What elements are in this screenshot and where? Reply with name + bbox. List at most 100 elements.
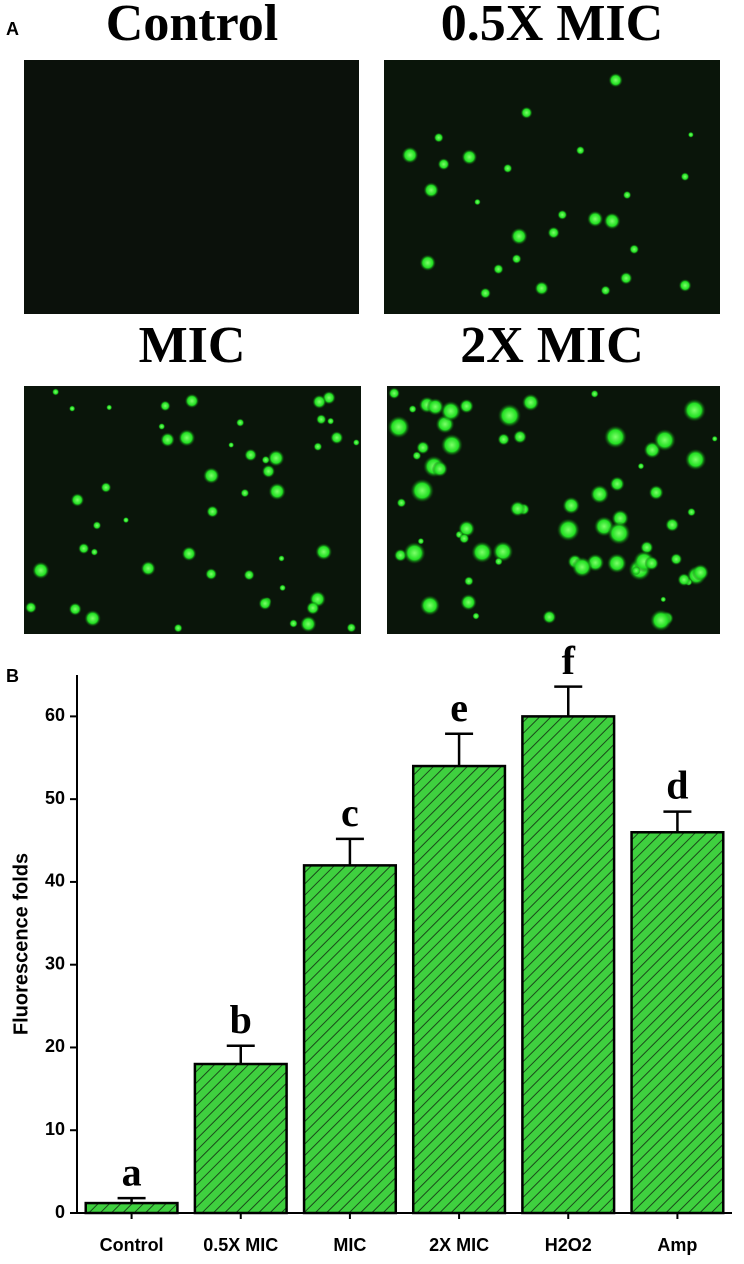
cell	[648, 485, 664, 501]
image-title: Control	[106, 0, 278, 52]
cell	[416, 440, 430, 455]
cell	[590, 389, 599, 398]
cell	[78, 542, 90, 555]
cell	[479, 287, 491, 299]
cell	[459, 398, 474, 414]
cell	[603, 425, 627, 449]
cell	[521, 393, 540, 412]
cell	[509, 500, 526, 517]
cell	[410, 478, 435, 503]
cell	[258, 596, 272, 611]
cell	[419, 595, 441, 616]
cell	[84, 609, 102, 627]
bar	[521, 715, 616, 1215]
cell	[461, 149, 478, 165]
cell	[603, 212, 621, 230]
cell	[178, 429, 196, 447]
cell	[228, 441, 235, 449]
cell	[542, 610, 557, 624]
y-tick-label: 50	[45, 788, 65, 808]
cell	[431, 460, 448, 478]
cell	[619, 271, 633, 285]
cell	[423, 182, 440, 198]
y-tick-label: 40	[45, 871, 65, 891]
cell	[606, 553, 627, 574]
cell	[100, 482, 112, 493]
cell	[534, 281, 549, 296]
cell	[24, 601, 37, 614]
y-tick-label: 20	[45, 1036, 65, 1056]
cell	[181, 546, 197, 562]
cell	[678, 278, 692, 292]
cell	[401, 146, 419, 164]
cell	[92, 521, 102, 530]
cell	[160, 432, 175, 448]
cell	[691, 563, 710, 582]
cell	[326, 417, 335, 425]
cell	[556, 518, 580, 542]
cell	[513, 429, 527, 444]
panel-label: B	[6, 666, 19, 686]
cell	[510, 227, 528, 245]
bar	[84, 1201, 179, 1215]
cell	[440, 400, 461, 422]
cell	[267, 449, 285, 467]
bar	[411, 764, 507, 1215]
cell	[387, 415, 410, 439]
cell	[244, 448, 258, 462]
micrograph	[24, 60, 359, 314]
cell	[622, 190, 632, 200]
cell	[419, 254, 437, 272]
y-tick-label: 0	[55, 1202, 65, 1222]
significance-letter: d	[666, 763, 688, 808]
image-title: MIC	[139, 317, 246, 374]
x-tick-label: 2X MIC	[429, 1235, 489, 1255]
bar	[193, 1062, 288, 1215]
significance-letter: e	[450, 685, 468, 730]
cell	[278, 555, 285, 562]
significance-letter: c	[341, 790, 359, 835]
cell	[122, 516, 130, 524]
cell	[306, 601, 320, 615]
cell	[503, 163, 513, 174]
cell	[682, 398, 706, 422]
significance-letter: a	[122, 1149, 142, 1194]
cell	[313, 442, 323, 452]
cell	[437, 158, 450, 171]
cell	[388, 387, 400, 400]
cell	[70, 493, 85, 507]
significance-letter: f	[562, 638, 576, 683]
cell	[608, 72, 623, 88]
error-bar	[554, 685, 583, 717]
x-tick-label: 0.5X MIC	[203, 1235, 278, 1255]
image-title: 2X MIC	[460, 317, 643, 374]
cell	[205, 568, 218, 581]
y-axis-label: Fluorescence folds	[10, 853, 32, 1035]
cell	[412, 451, 422, 461]
cell	[243, 569, 255, 581]
cell	[408, 404, 417, 414]
cell	[670, 553, 683, 566]
cell	[403, 541, 426, 565]
cell	[684, 448, 707, 471]
cell	[330, 431, 344, 445]
cell	[236, 418, 245, 427]
cell	[600, 285, 611, 296]
cell	[494, 557, 503, 566]
x-tick-label: Amp	[657, 1235, 697, 1255]
y-tick-label: 30	[45, 953, 65, 973]
cell	[497, 433, 510, 446]
bar	[302, 864, 398, 1215]
cell	[184, 393, 200, 409]
cell	[649, 609, 672, 632]
cell	[677, 573, 691, 587]
micrograph	[384, 60, 720, 314]
cell	[206, 505, 219, 518]
cell	[68, 602, 82, 616]
cell	[665, 517, 680, 532]
cell	[106, 404, 113, 411]
cell	[660, 596, 667, 603]
cell	[261, 455, 270, 465]
error-bar	[445, 732, 474, 767]
